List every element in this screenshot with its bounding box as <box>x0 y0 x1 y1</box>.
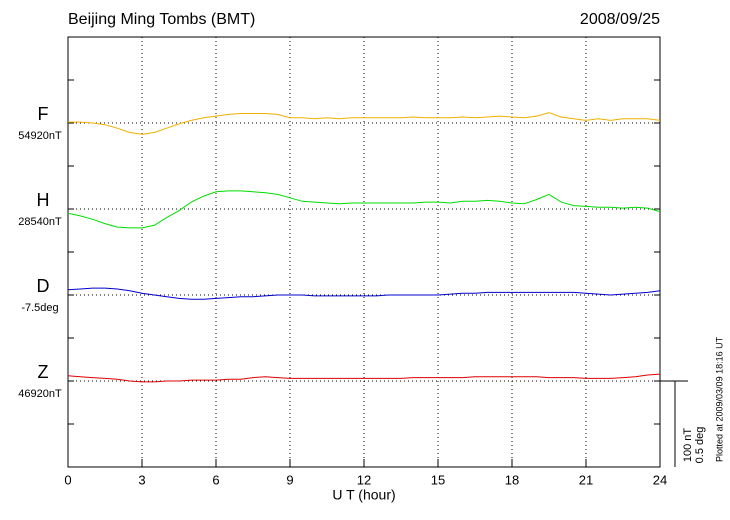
series-line <box>67 373 661 383</box>
baseline-label: 28540nT <box>18 216 62 228</box>
scale-bar-label: 0.5 deg <box>694 427 706 464</box>
x-tick-label: 9 <box>286 472 293 487</box>
scale-bar-label: 100 nT <box>682 428 694 463</box>
series-name: D <box>37 276 50 296</box>
x-axis-label: U T (hour) <box>332 487 395 503</box>
series-name: H <box>37 190 50 210</box>
series-name: F <box>38 104 49 124</box>
x-tick-label: 18 <box>505 472 519 487</box>
x-tick-label: 3 <box>138 472 145 487</box>
series-name: Z <box>38 362 49 382</box>
x-tick-label: 15 <box>431 472 445 487</box>
series-line <box>68 112 661 135</box>
footnote: Plotted at 2009/03/09 18:16 UT <box>714 336 724 462</box>
x-tick-label: 21 <box>579 472 593 487</box>
baseline-label: 54920nT <box>18 130 62 142</box>
chart-date: 2008/09/25 <box>580 11 660 28</box>
chart-title: Beijing Ming Tombs (BMT) <box>68 11 255 28</box>
baseline-label: -7.5deg <box>21 302 58 314</box>
x-tick-label: 24 <box>653 472 667 487</box>
baseline-label: 46920nT <box>18 388 62 400</box>
x-tick-label: 12 <box>357 472 371 487</box>
series-line <box>67 287 661 300</box>
x-tick-label: 0 <box>64 472 71 487</box>
x-tick-label: 6 <box>212 472 219 487</box>
series-line <box>67 190 661 229</box>
